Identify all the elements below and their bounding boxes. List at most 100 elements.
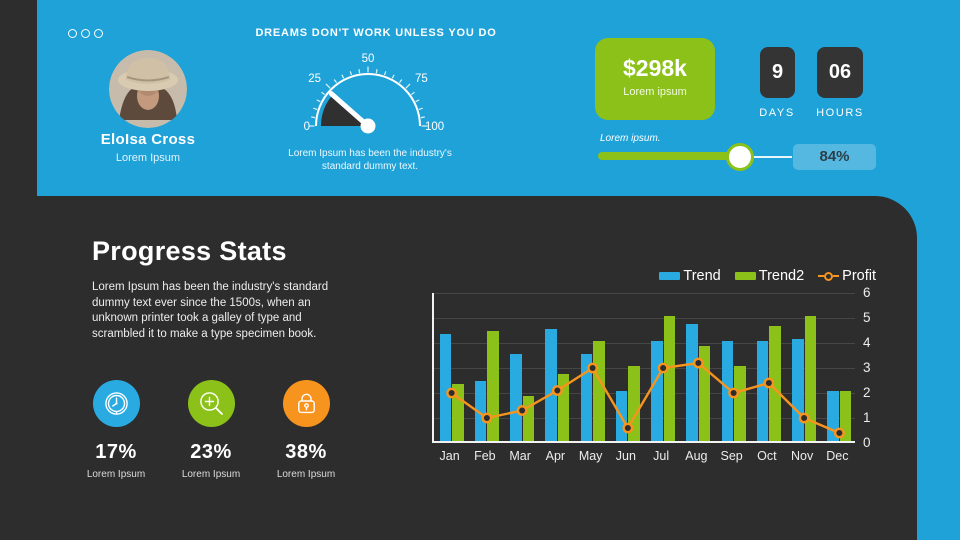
- bar-trend-Apr: [545, 328, 557, 441]
- bar-trend-Sep: [721, 341, 734, 441]
- page-title: Progress Stats: [92, 236, 287, 266]
- bar-trend2-Sep: [734, 366, 746, 441]
- legend-label: Trend: [683, 268, 721, 284]
- days-label: DAYS: [759, 107, 795, 119]
- days-counter: 9: [760, 47, 795, 98]
- gauge-caption: Lorem Ipsum has been the industry's stan…: [288, 148, 452, 172]
- profit-marker-icon: [818, 271, 840, 281]
- y-tick-label: 1: [863, 410, 871, 425]
- bar-trend2-May: [593, 341, 605, 441]
- gauge-tick-50: 50: [362, 53, 375, 65]
- bar-trend-Oct: [756, 341, 769, 441]
- y-tick-label: 3: [863, 360, 871, 375]
- trend2-swatch-icon: [734, 272, 756, 280]
- bar-trend2-Oct: [769, 326, 781, 441]
- bar-chart-plot: [432, 293, 855, 443]
- hours-label: HOURS: [816, 107, 864, 119]
- slider-track[interactable]: [598, 152, 740, 160]
- bar-trend-Dec: [827, 391, 839, 441]
- gauge-tick-0: 0: [304, 121, 310, 133]
- bar-trend-Mar: [510, 353, 522, 441]
- profile-role: Lorem Ipsum: [115, 152, 181, 164]
- stat-card-1: 17% Lorem Ipsum: [70, 380, 162, 480]
- gridline: [434, 318, 855, 319]
- bar-trend-Jan: [439, 333, 452, 441]
- bar-trend-Feb: [474, 381, 487, 441]
- x-tick-label: Oct: [757, 449, 777, 463]
- stat-card-3: 38% Lorem Ipsum: [260, 380, 352, 480]
- window-dot-icon[interactable]: [68, 29, 77, 38]
- y-tick-label: 2: [863, 385, 871, 400]
- y-tick-label: 6: [863, 285, 871, 300]
- kpi-card: $298k Lorem ipsum: [595, 38, 715, 120]
- stat-percent: 17%: [95, 441, 137, 463]
- x-tick-label: May: [578, 449, 603, 463]
- bar-trend2-Dec: [839, 391, 852, 441]
- stat-label: Lorem Ipsum: [86, 469, 146, 480]
- x-tick-label: Mar: [509, 449, 531, 463]
- x-tick-label: Aug: [685, 449, 708, 463]
- bar-trend-May: [580, 353, 593, 441]
- gridline: [434, 343, 855, 344]
- kpi-label: Lorem ipsum: [623, 86, 687, 98]
- gauge-tick-25: 25: [308, 73, 321, 85]
- slider-label: Lorem ipsum.: [600, 133, 661, 144]
- gridline: [434, 418, 855, 419]
- x-tick-label: Sep: [720, 449, 743, 463]
- legend-label: Profit: [842, 268, 876, 284]
- legend-item-trend2: Trend2: [734, 268, 805, 284]
- hours-counter: 06: [817, 47, 863, 98]
- x-tick-label: Dec: [826, 449, 849, 463]
- slider-value-badge: 84%: [793, 144, 876, 170]
- y-tick-label: 4: [863, 335, 871, 350]
- stat-label: Lorem Ipsum: [276, 469, 336, 480]
- slider-track-remainder[interactable]: [752, 156, 792, 158]
- y-tick-label: 5: [863, 310, 871, 325]
- stat-label: Lorem Ipsum: [181, 469, 241, 480]
- bar-trend2-Aug: [698, 346, 711, 441]
- legend-item-trend: Trend: [659, 268, 721, 284]
- chart-legend: Trend Trend2 Profit: [659, 268, 876, 284]
- gridline: [434, 368, 855, 369]
- profit-line: [446, 357, 845, 439]
- window-dot-icon[interactable]: [94, 29, 103, 38]
- window-dots[interactable]: [68, 29, 103, 38]
- x-tick-label: Jan: [439, 449, 460, 463]
- bar-trend-Nov: [792, 338, 804, 441]
- bar-trend-Aug: [686, 323, 698, 441]
- legend-label: Trend2: [758, 268, 805, 284]
- lock-icon: [282, 380, 330, 427]
- quote-heading: DREAMS DON'T WORK UNLESS YOU DO: [255, 27, 497, 39]
- gridline: [434, 293, 855, 294]
- x-tick-label: Jul: [653, 449, 670, 463]
- window-dot-icon[interactable]: [81, 29, 90, 38]
- stat-percent: 38%: [285, 441, 327, 463]
- avatar-image: [109, 50, 187, 128]
- stat-percent: 23%: [190, 441, 232, 463]
- bar-trend2-Mar: [522, 396, 535, 441]
- stat-card-2: 23% Lorem Ipsum: [165, 380, 257, 480]
- gauge-tick-100: 100: [425, 121, 444, 133]
- page-description: Lorem Ipsum has been the industry's stan…: [92, 281, 329, 340]
- bar-trend2-Nov: [804, 316, 817, 441]
- clock-icon: [92, 380, 140, 427]
- x-tick-label: Nov: [791, 449, 814, 463]
- x-tick-label: Apr: [545, 449, 566, 463]
- bar-trend2-Jul: [663, 316, 676, 441]
- x-tick-label: Feb: [474, 449, 496, 463]
- legend-item-profit: Profit: [818, 268, 876, 284]
- gauge-chart: 0 25 50 75 100: [304, 53, 444, 134]
- zoom-in-icon: [187, 380, 235, 427]
- slider-handle[interactable]: [726, 143, 754, 171]
- y-tick-label: 0: [863, 435, 871, 450]
- gauge-tick-75: 75: [415, 73, 428, 85]
- profile-name: EloIsa Cross: [100, 131, 196, 148]
- kpi-amount: $298k: [623, 55, 687, 81]
- x-tick-label: Jun: [615, 449, 636, 463]
- bar-trend2-Feb: [487, 331, 499, 441]
- bar-trend2-Jan: [452, 383, 464, 441]
- gridline: [434, 393, 855, 394]
- avatar: [109, 50, 187, 128]
- bar-trend2-Jun: [628, 366, 640, 441]
